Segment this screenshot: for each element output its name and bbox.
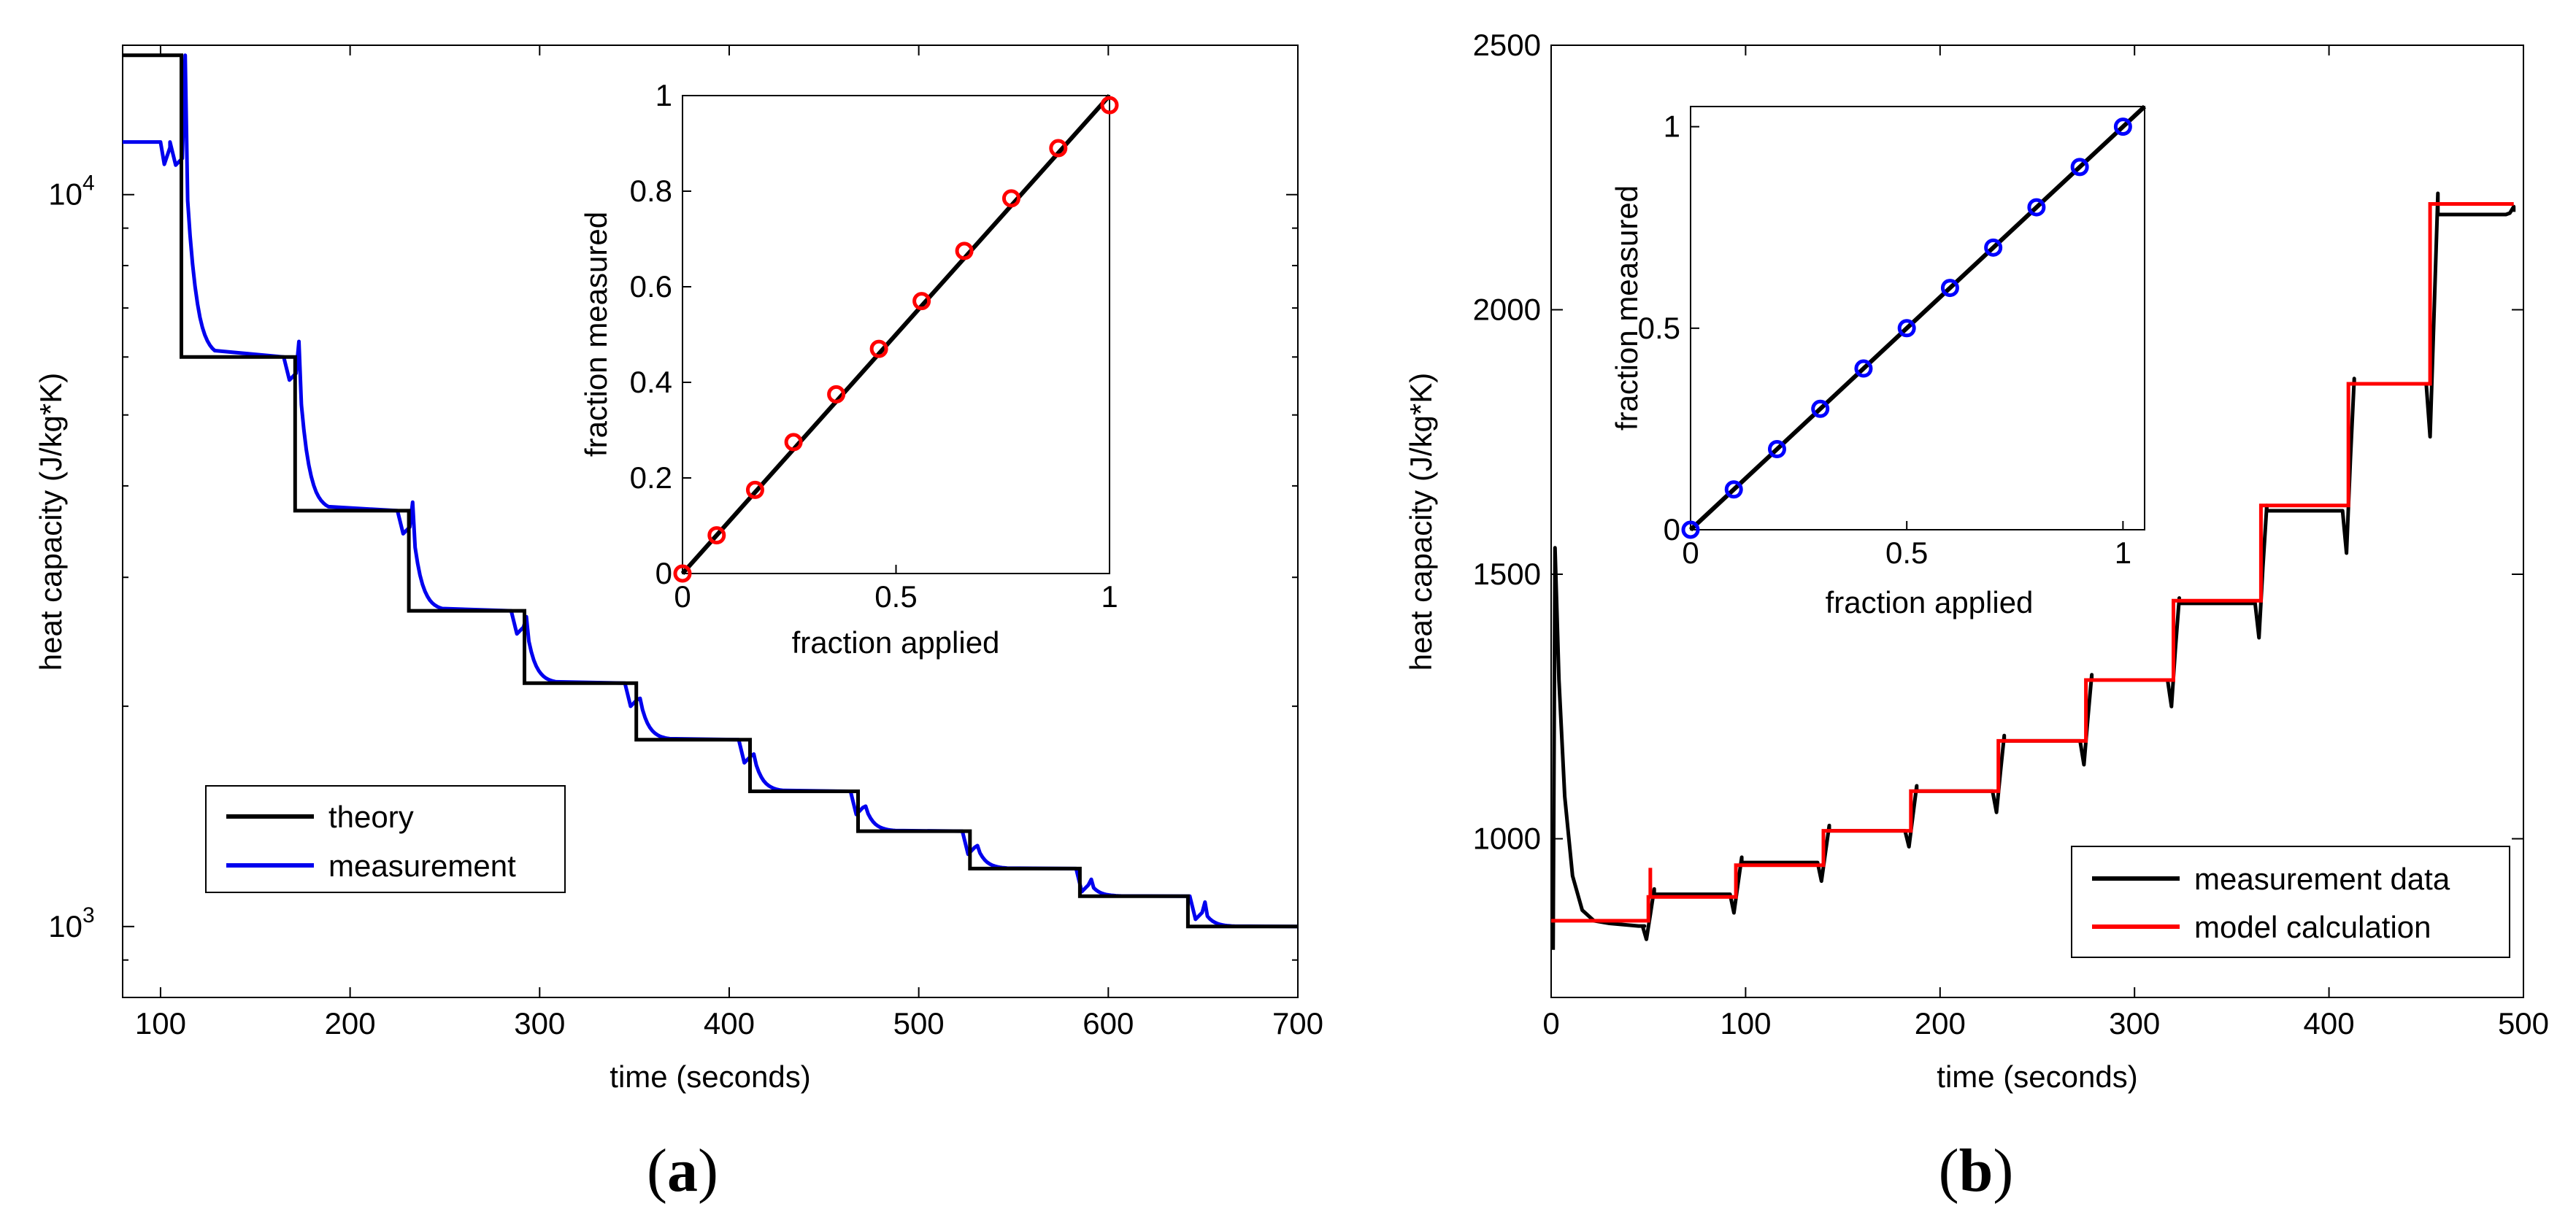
panel-b-series-model-calculation <box>1551 202 2514 923</box>
panel-a-inset-fit-line <box>680 94 1112 575</box>
panel-a-ylabel: heat capacity (J/kg*K) <box>34 373 68 671</box>
panel-a-label-close: ) <box>698 1137 718 1205</box>
panel-b-inset-ytick-label: 0 <box>1664 512 1680 547</box>
panel-a-inset-point <box>827 385 846 404</box>
panel-a-inset-xtick-label: 0 <box>674 579 691 614</box>
panel-b-ytick-label: 2000 <box>1473 293 1541 327</box>
panel-a-ytick-label: 104 <box>48 171 94 212</box>
panel-b-inset-point <box>1724 480 1743 499</box>
panel-a-inset-xtick-label: 0.5 <box>874 579 917 614</box>
panel-b-label-close: ) <box>1993 1137 2013 1205</box>
panel-a-inset-xtick-label: 1 <box>1101 579 1118 614</box>
legend-label-measurement-data: measurement data <box>2194 862 2450 896</box>
panel-b-inset-fit-line <box>1688 104 2147 532</box>
panel-b-inset-point <box>2027 198 2046 217</box>
panel-a-ytick-base: 10 <box>48 177 82 212</box>
panel-a-legend: theory measurement <box>205 785 566 893</box>
panel-a-inset-ytick-label: 0.2 <box>630 460 672 495</box>
panel-b-label-letter: b <box>1959 1137 1993 1205</box>
legend-label-measurement: measurement <box>328 849 516 883</box>
panel-b-xlabel: time (seconds) <box>1937 1059 2137 1094</box>
panel-a-inset-point <box>1049 139 1068 158</box>
panel-a-inset-point <box>707 526 726 545</box>
panel-b-xtick-label: 400 <box>2304 1006 2355 1041</box>
panel-a-inset-ytick-label: 1 <box>655 78 672 112</box>
panel-a-inset-point <box>1100 96 1119 115</box>
panel-b-label: (b) <box>1939 1137 2014 1205</box>
panel-b-inset-point <box>1681 520 1700 539</box>
panel-a-inset-point <box>869 339 888 358</box>
panel-b-xtick-label: 300 <box>2109 1006 2160 1041</box>
panel-a-xtick-label: 700 <box>1272 1006 1323 1041</box>
panel-a-xtick-label: 200 <box>325 1006 376 1041</box>
panel-a-inset-xlabel: fraction applied <box>792 625 1000 660</box>
panel-b-inset-point <box>1854 359 1873 378</box>
panel-a-ytick-base: 10 <box>48 909 82 943</box>
panel-a-inset-ytick-label: 0.8 <box>630 174 672 208</box>
panel-a-inset-ytick-label: 0 <box>655 556 672 590</box>
panel-b-legend-box <box>2071 846 2510 958</box>
panel-a-inset-point <box>673 564 692 583</box>
panel-a-legend-box <box>205 785 566 893</box>
panel-b-ytick-label: 2500 <box>1473 28 1541 62</box>
panel-a-ytick-label: 103 <box>48 903 94 943</box>
panel-b-label-open: ( <box>1939 1137 1959 1205</box>
panel-b-ytick-label: 1000 <box>1473 822 1541 856</box>
panel-b-inset-point <box>1897 319 1916 338</box>
panel-b-xtick-label: 500 <box>2498 1006 2549 1041</box>
panel-a-xtick-label: 600 <box>1083 1006 1134 1041</box>
panel-a-inset-point <box>1001 189 1020 208</box>
panel-a-inset-ytick-label: 0.6 <box>630 269 672 304</box>
panel-a-inset-point <box>955 242 974 260</box>
panel-a-series-theory <box>123 53 1298 929</box>
panel-a-inset-ylabel: fraction measured <box>579 212 613 457</box>
panel-a-xtick-label: 500 <box>893 1006 945 1041</box>
panel-b-ylabel: heat capacity (J/kg*K) <box>1404 373 1438 671</box>
panel-b-inset-point <box>1811 399 1830 418</box>
panel-b-inset-xtick-label: 1 <box>2115 536 2131 570</box>
panel-b-inset-ylabel: fraction measured <box>1610 185 1644 431</box>
panel-b-inset-point <box>1984 238 2003 257</box>
panel-a-inset-point <box>784 433 803 452</box>
panel-b-xtick-label: 200 <box>1915 1006 1966 1041</box>
panel-a-inset: 0 0.5 1 0 0.2 0.4 0.6 0.8 1 fraction applied fra… <box>579 78 1119 660</box>
panel-a-label-open: ( <box>647 1137 667 1205</box>
legend-label-theory: theory <box>328 800 414 834</box>
panel-a-inset-ytick-label: 0.4 <box>630 365 672 399</box>
panel-a-inset-point <box>745 480 764 499</box>
panel-b-inset-xlabel: fraction applied <box>1826 585 2034 619</box>
panel-a-xtick-label: 400 <box>704 1006 755 1041</box>
panel-b-legend: measurement data model calculation <box>2071 846 2510 958</box>
panel-b-series-measurement-data <box>1551 191 2516 950</box>
panel-b-ytick-label: 1500 <box>1473 557 1541 591</box>
panel-b-inset-point <box>2113 117 2132 136</box>
panel-b-inset-point <box>2070 158 2089 177</box>
legend-label-model-calculation: model calculation <box>2194 910 2431 944</box>
panel-a-xtick-label: 300 <box>514 1006 565 1041</box>
panel-a-inset-point <box>912 292 931 311</box>
panel-b-inset-ytick-label: 0.5 <box>1638 311 1680 345</box>
panel-b-inset-point <box>1767 440 1786 459</box>
panel-a-label: (a) <box>647 1137 718 1205</box>
panel-a-ytick-exponent: 3 <box>82 903 95 927</box>
panel-b-inset-point <box>1940 279 1959 298</box>
panel-a-xlabel: time (seconds) <box>610 1059 810 1094</box>
panel-b-xtick-label: 0 <box>1542 1006 1559 1041</box>
panel-a-ytick-exponent: 4 <box>82 171 95 196</box>
panel-a-xtick-label: 100 <box>135 1006 186 1041</box>
panel-b-inset-xtick-label: 0 <box>1682 536 1699 570</box>
panel-b-xtick-label: 100 <box>1720 1006 1771 1041</box>
panel-a-label-letter: a <box>667 1137 698 1205</box>
panel-b-inset-xtick-label: 0.5 <box>1885 536 1928 570</box>
panel-b-inset-ytick-label: 1 <box>1664 109 1680 144</box>
panel-b-inset: 0 0.5 1 0 0.5 1 fraction applied fraction mea… <box>1610 104 2147 619</box>
